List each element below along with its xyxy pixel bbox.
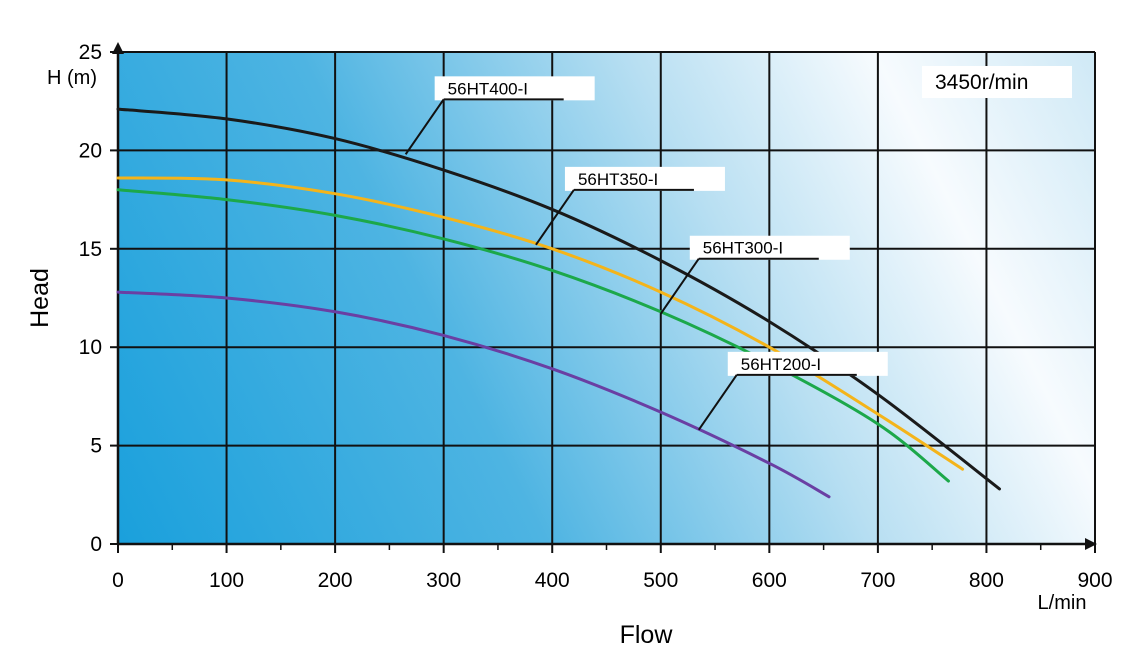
series-line [116,107,1001,491]
x-tick-label: 700 [860,569,895,592]
callout-leader [697,374,738,431]
series-lines [116,107,1001,499]
y-axis-unit: H (m) [47,67,97,89]
series-line [116,188,950,483]
axes [110,42,1097,553]
callout: 56HT200-I [697,351,888,431]
speed-annotation-box [922,66,1072,98]
x-tick-label: 300 [426,569,461,592]
callout: 56HT350-I [535,166,725,246]
x-tick-label: 900 [1077,569,1112,592]
callout-label: 56HT200-I [741,355,821,374]
callout-box [689,235,850,260]
callout: 56HT300-I [659,235,850,315]
series-line [116,290,831,499]
grid-lines [118,51,1096,544]
plot-background [118,52,1095,544]
speed-annotation: 3450r/min [922,66,1072,98]
y-tick-label: 10 [79,336,102,359]
x-axis-arrow [1085,538,1097,550]
x-tick-label: 100 [209,569,244,592]
speed-annotation-text: 3450r/min [935,71,1028,94]
tick-labels: 0 100 200 300 400 500 600 700 800 900 0 5 10 15 20 25 [79,41,1113,592]
callout-leader [659,258,700,315]
x-tick-label: 800 [969,569,1004,592]
y-tick-label: 0 [90,533,102,556]
x-tick-label: 500 [643,569,678,592]
series-line [116,176,965,471]
x-tick-label: 0 [112,569,124,592]
y-axis-title: Head [26,268,54,328]
y-tick-label: 5 [90,435,102,458]
x-tick-label: 400 [535,569,570,592]
y-tick-label: 20 [79,139,102,162]
callout: 56HT400-I [404,76,595,155]
callout-box [434,76,595,101]
y-tick-label: 15 [79,238,102,261]
y-tick-label: 25 [79,41,102,64]
x-axis-title: Flow [620,621,674,649]
callout-label: 56HT300-I [703,239,783,258]
callout-box [564,166,725,191]
callout-leader [404,98,445,155]
callout-label: 56HT400-I [448,79,528,98]
x-tick-label: 200 [318,569,353,592]
x-tick-label: 600 [752,569,787,592]
y-axis-arrow [112,42,124,54]
callout-box [727,351,888,376]
series-callouts: 56HT400-I 56HT350-I 56HT300-I 56HT200-I [404,76,888,431]
callout-leader [535,189,575,246]
callout-label: 56HT350-I [578,170,658,189]
x-axis-unit: L/min [1038,592,1087,614]
